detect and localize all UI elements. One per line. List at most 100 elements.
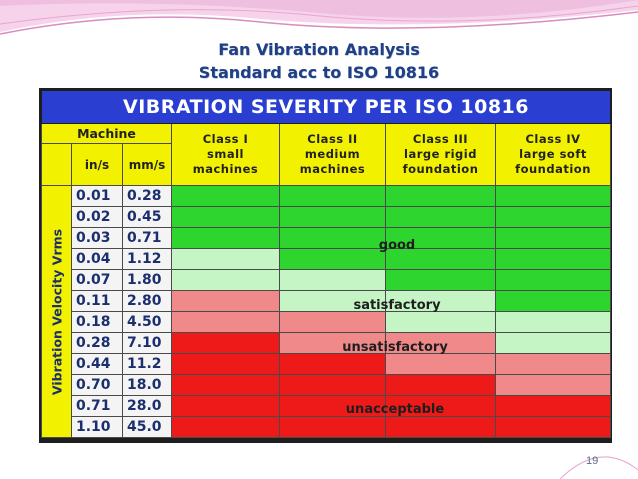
machine-header: Machine [41, 123, 172, 144]
velocity-mm-per-s: 2.80 [122, 290, 172, 312]
class-header-2: Class II medium machines [279, 123, 386, 186]
severity-cell-unacceptable [279, 416, 386, 438]
severity-cell-good [279, 185, 386, 207]
severity-cell-good [495, 290, 611, 312]
velocity-in-per-s: 0.18 [71, 311, 123, 333]
severity-cell-good [495, 185, 611, 207]
table-row: 0.44 11.2 [42, 353, 611, 375]
severity-cell-unsatisfactory [495, 353, 611, 375]
table-row: 1.10 45.0 [42, 416, 611, 438]
severity-cell-unacceptable [385, 374, 496, 396]
severity-cell-unsatisfactory [279, 311, 386, 333]
severity-cell-good [385, 269, 496, 291]
table-row: 0.07 1.80 [42, 269, 611, 291]
severity-cell-good [279, 227, 386, 249]
class-header-4: Class IV large soft foundation [495, 123, 611, 186]
velocity-in-per-s: 0.02 [71, 206, 123, 228]
zone-label-good: good [378, 238, 416, 253]
severity-cell-unacceptable [279, 374, 386, 396]
severity-cell-unacceptable [495, 416, 611, 438]
severity-cell-good [385, 227, 496, 249]
velocity-mm-per-s: 11.2 [122, 353, 172, 375]
table-row: 0.70 18.0 [42, 374, 611, 396]
severity-cell-good [171, 227, 280, 249]
unit-mm-per-s: mm/s [122, 143, 172, 186]
velocity-mm-per-s: 18.0 [122, 374, 172, 396]
zone-label-unacceptable: unacceptable [345, 402, 445, 417]
zone-label-satisfactory: satisfactory [353, 298, 441, 313]
severity-cell-unacceptable [495, 395, 611, 417]
table-row: Vibration Velocity Vrms 0.01 0.28 [41, 185, 611, 438]
slide-title: Fan Vibration Analysis [218, 40, 420, 59]
velocity-in-per-s: 1.10 [71, 416, 123, 438]
table-row: 0.04 1.12 [42, 248, 611, 270]
severity-cell-unacceptable [385, 416, 496, 438]
severity-cell-unsatisfactory [171, 290, 280, 312]
velocity-in-per-s: 0.70 [71, 374, 123, 396]
velocity-mm-per-s: 0.45 [122, 206, 172, 228]
axis-label-cell: Vibration Velocity Vrms [41, 185, 72, 438]
severity-cell-unsatisfactory [385, 332, 496, 354]
severity-cell-good [495, 269, 611, 291]
table-row: 0.18 4.50 [42, 311, 611, 333]
table-banner: VIBRATION SEVERITY PER ISO 10816 [41, 90, 611, 124]
table-row: 0.11 2.80 [42, 290, 611, 312]
severity-cell-satisfactory [385, 311, 496, 333]
velocity-in-per-s: 0.03 [71, 227, 123, 249]
severity-cell-good [279, 248, 386, 270]
velocity-in-per-s: 0.71 [71, 395, 123, 417]
severity-cell-unacceptable [279, 395, 386, 417]
severity-cell-unsatisfactory [385, 353, 496, 375]
velocity-mm-per-s: 1.80 [122, 269, 172, 291]
class-header-3: Class III large rigid foundation [385, 123, 496, 186]
velocity-mm-per-s: 0.71 [122, 227, 172, 249]
severity-cell-unacceptable [171, 395, 280, 417]
velocity-in-per-s: 0.28 [71, 332, 123, 354]
table-row: 0.28 7.10 [42, 332, 611, 354]
severity-cell-unacceptable [171, 374, 280, 396]
severity-cell-good [385, 248, 496, 270]
velocity-mm-per-s: 7.10 [122, 332, 172, 354]
severity-cell-satisfactory [171, 269, 280, 291]
severity-cell-satisfactory [495, 332, 611, 354]
severity-cell-unacceptable [171, 353, 280, 375]
severity-cell-good [495, 248, 611, 270]
velocity-mm-per-s: 1.12 [122, 248, 172, 270]
severity-cell-unacceptable [171, 332, 280, 354]
severity-cell-unsatisfactory [171, 311, 280, 333]
severity-cell-good [495, 206, 611, 228]
velocity-mm-per-s: 28.0 [122, 395, 172, 417]
page-number: 19 [586, 455, 599, 467]
severity-cell-good [279, 206, 386, 228]
velocity-in-per-s: 0.04 [71, 248, 123, 270]
severity-cell-unacceptable [171, 416, 280, 438]
velocity-in-per-s: 0.44 [71, 353, 123, 375]
table-row: 0.02 0.45 [42, 206, 611, 228]
severity-cell-unacceptable [279, 353, 386, 375]
severity-cell-satisfactory [171, 248, 280, 270]
severity-cell-good [495, 227, 611, 249]
velocity-in-per-s: 0.01 [71, 185, 123, 207]
severity-cell-good [385, 206, 496, 228]
unit-in-per-s: in/s [71, 143, 123, 186]
velocity-mm-per-s: 45.0 [122, 416, 172, 438]
table-row: 0.71 28.0 [42, 395, 611, 417]
slide-subtitle: Standard acc to ISO 10816 [198, 63, 440, 82]
severity-cell-good [171, 185, 280, 207]
severity-cell-satisfactory [279, 269, 386, 291]
velocity-in-per-s: 0.11 [71, 290, 123, 312]
header-spacer [41, 143, 72, 186]
table-row: 0.03 0.71 [42, 227, 611, 249]
velocity-mm-per-s: 0.28 [122, 185, 172, 207]
severity-cell-good [385, 185, 496, 207]
velocity-mm-per-s: 4.50 [122, 311, 172, 333]
severity-cell-good [171, 206, 280, 228]
zone-label-unsatisfactory: unsatisfactory [342, 340, 448, 355]
severity-cell-unsatisfactory [495, 374, 611, 396]
axis-label: Vibration Velocity Vrms [49, 228, 64, 395]
velocity-in-per-s: 0.07 [71, 269, 123, 291]
severity-cell-satisfactory [279, 290, 386, 312]
vibration-severity-table: VIBRATION SEVERITY PER ISO 10816 Machine… [41, 90, 611, 438]
